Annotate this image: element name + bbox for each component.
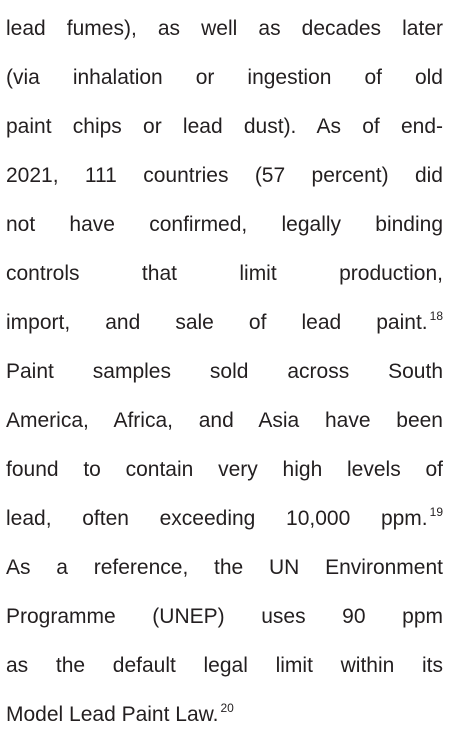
text-line: import, and sale of lead paint. 18 <box>6 305 443 354</box>
text-line: found to contain very high levels of <box>6 452 443 501</box>
text-line: Model Lead Paint Law. 20 <box>6 697 443 746</box>
text-line: as the default legal limit within its <box>6 648 443 697</box>
text-line: Paint samples sold across South <box>6 354 443 403</box>
line-text: lead fumes), as well as decades later <box>6 17 443 40</box>
footnote-ref: 19 <box>429 505 443 519</box>
line-text: Paint samples sold across South <box>6 360 443 383</box>
text-line: (via inhalation or ingestion of old <box>6 60 443 109</box>
line-text: As a reference, the UN Environment <box>6 556 443 579</box>
line-text: controls that limit production, <box>6 262 443 285</box>
line-text: not have confirmed, legally binding <box>6 213 443 236</box>
text-line: controls that limit production, <box>6 256 443 305</box>
text-line: 2021, 111 countries (57 percent) did <box>6 158 443 207</box>
text-line: paint chips or lead dust). As of end- <box>6 109 443 158</box>
line-text: Programme (UNEP) uses 90 ppm <box>6 605 443 628</box>
line-text: Model Lead Paint Law. <box>6 703 219 726</box>
line-text: paint chips or lead dust). As of end- <box>6 115 443 138</box>
text-line: lead, often exceeding 10,000 ppm. 19 <box>6 501 443 550</box>
text-line: Programme (UNEP) uses 90 ppm <box>6 599 443 648</box>
text-line: not have confirmed, legally binding <box>6 207 443 256</box>
line-text: found to contain very high levels of <box>6 458 443 481</box>
text-line: As a reference, the UN Environment <box>6 550 443 599</box>
text-line: lead fumes), as well as decades later <box>6 11 443 60</box>
text-line: America, Africa, and Asia have been <box>6 403 443 452</box>
footnote-ref: 18 <box>429 309 443 323</box>
footnote-ref: 20 <box>220 701 234 715</box>
line-text: 2021, 111 countries (57 percent) did <box>6 164 443 187</box>
line-text: import, and sale of lead paint. <box>6 311 428 334</box>
line-text: lead, often exceeding 10,000 ppm. <box>6 507 428 530</box>
line-text: America, Africa, and Asia have been <box>6 409 443 432</box>
line-text: (via inhalation or ingestion of old <box>6 66 443 89</box>
line-text: as the default legal limit within its <box>6 654 443 677</box>
